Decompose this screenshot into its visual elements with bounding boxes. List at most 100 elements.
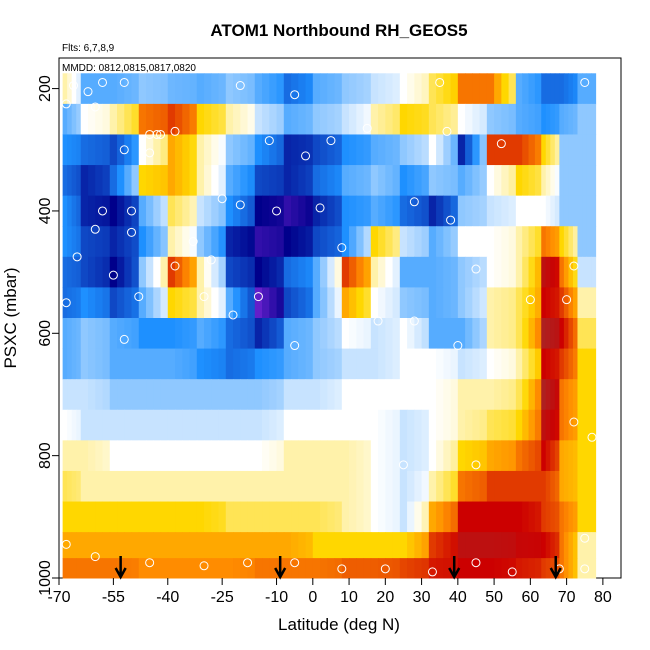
heatmap-cell bbox=[486, 440, 495, 472]
heatmap-cell bbox=[262, 558, 270, 579]
heatmap-cell bbox=[62, 287, 68, 319]
heatmap-cell bbox=[62, 348, 68, 380]
heatmap-cell bbox=[291, 532, 299, 559]
heatmap-cell bbox=[450, 103, 459, 135]
heatmap-cell bbox=[407, 226, 415, 258]
heatmap-cell bbox=[71, 195, 77, 227]
heatmap-cell bbox=[577, 409, 583, 441]
heatmap-cell bbox=[283, 134, 292, 166]
heatmap-cell bbox=[541, 226, 547, 258]
x-tick-label: 70 bbox=[558, 589, 576, 606]
heatmap-cell bbox=[269, 470, 278, 503]
heatmap-cell bbox=[71, 558, 77, 579]
heatmap-cell bbox=[269, 379, 278, 411]
heatmap-cell bbox=[385, 379, 394, 411]
heatmap-cell bbox=[146, 195, 154, 227]
heatmap-cell bbox=[117, 73, 125, 105]
heatmap-cell bbox=[508, 165, 517, 197]
heatmap-cell bbox=[102, 287, 111, 319]
heatmap-cell bbox=[131, 73, 140, 105]
heatmap-cell bbox=[465, 379, 473, 411]
heatmap-cell bbox=[486, 318, 495, 350]
heatmap-cell bbox=[494, 165, 502, 197]
heatmap-cell bbox=[117, 532, 125, 559]
heatmap-cell bbox=[262, 165, 270, 197]
heatmap-cell bbox=[124, 318, 133, 350]
heatmap-cell bbox=[414, 134, 423, 166]
heatmap-cell bbox=[465, 287, 473, 319]
heatmap-cell bbox=[534, 348, 542, 380]
heatmap-cell bbox=[550, 165, 556, 197]
heatmap-cell bbox=[568, 195, 574, 227]
heatmap-cell bbox=[175, 287, 183, 319]
heatmap-cell bbox=[71, 165, 77, 197]
heatmap-cell bbox=[341, 470, 350, 503]
heatmap-cell bbox=[563, 440, 569, 472]
heatmap-cell bbox=[88, 558, 96, 579]
heatmap-cell bbox=[457, 165, 466, 197]
heatmap-cell bbox=[291, 501, 299, 533]
heatmap-cell bbox=[254, 558, 263, 579]
x-tick-label: -40 bbox=[156, 589, 179, 606]
heatmap-cell bbox=[591, 134, 597, 166]
heatmap-cell bbox=[233, 165, 241, 197]
heatmap-cell bbox=[109, 134, 118, 166]
heatmap-cell bbox=[421, 379, 430, 411]
heatmap-cell bbox=[541, 318, 547, 350]
heatmap-cell bbox=[189, 318, 198, 350]
heatmap-cell bbox=[204, 379, 212, 411]
observation-marker bbox=[471, 558, 481, 568]
heatmap-cell bbox=[494, 440, 502, 472]
heatmap-cell bbox=[233, 501, 241, 533]
heatmap-cell bbox=[501, 165, 510, 197]
heatmap-cell bbox=[586, 226, 592, 258]
heatmap-cell bbox=[109, 348, 118, 380]
heatmap-cell bbox=[262, 195, 270, 227]
heatmap-cell bbox=[399, 165, 408, 197]
heatmap-cell bbox=[95, 165, 104, 197]
heatmap-cell bbox=[522, 256, 530, 288]
heatmap-cell bbox=[515, 409, 523, 441]
heatmap-cell bbox=[586, 287, 592, 319]
heatmap-cell bbox=[341, 379, 350, 411]
observation-marker bbox=[580, 564, 590, 574]
heatmap-cell bbox=[378, 165, 386, 197]
heatmap-cell bbox=[385, 165, 394, 197]
heatmap-cell bbox=[443, 165, 452, 197]
chart-title: ATOM1 Northbound RH_GEOS5 bbox=[210, 21, 467, 40]
heatmap-cell bbox=[443, 409, 452, 441]
heatmap-cell bbox=[71, 103, 77, 135]
heatmap-cell bbox=[124, 348, 133, 380]
heatmap-cell bbox=[494, 73, 502, 105]
heatmap-cell bbox=[385, 318, 394, 350]
heatmap-cell bbox=[305, 195, 314, 227]
heatmap-cell bbox=[428, 195, 437, 227]
heatmap-cell bbox=[276, 348, 285, 380]
heatmap-cell bbox=[175, 73, 183, 105]
observation-marker bbox=[446, 215, 456, 225]
heatmap-cell bbox=[298, 103, 307, 135]
observation-marker bbox=[435, 77, 445, 87]
heatmap-cell bbox=[189, 532, 198, 559]
heatmap-cell bbox=[399, 558, 408, 579]
heatmap-cell bbox=[465, 134, 473, 166]
y-axis: 200 400 600 800 1000 bbox=[37, 75, 59, 596]
heatmap-cell bbox=[501, 470, 510, 503]
heatmap-cell bbox=[385, 409, 394, 441]
heatmap-cell bbox=[298, 318, 307, 350]
heatmap-cell bbox=[211, 226, 220, 258]
heatmap-cell bbox=[88, 195, 96, 227]
heatmap-cell bbox=[62, 501, 68, 533]
heatmap-cell bbox=[479, 501, 488, 533]
heatmap-cell bbox=[349, 470, 357, 503]
heatmap-cell bbox=[559, 287, 565, 319]
heatmap-cell bbox=[117, 287, 125, 319]
heatmap-cell bbox=[591, 226, 597, 258]
observation-marker bbox=[145, 148, 155, 158]
heatmap-cell bbox=[541, 165, 547, 197]
heatmap-cell bbox=[160, 195, 169, 227]
heatmap-cell bbox=[167, 348, 176, 380]
heatmap-cell bbox=[76, 532, 82, 559]
heatmap-cell bbox=[541, 103, 547, 135]
heatmap-cell bbox=[109, 195, 118, 227]
